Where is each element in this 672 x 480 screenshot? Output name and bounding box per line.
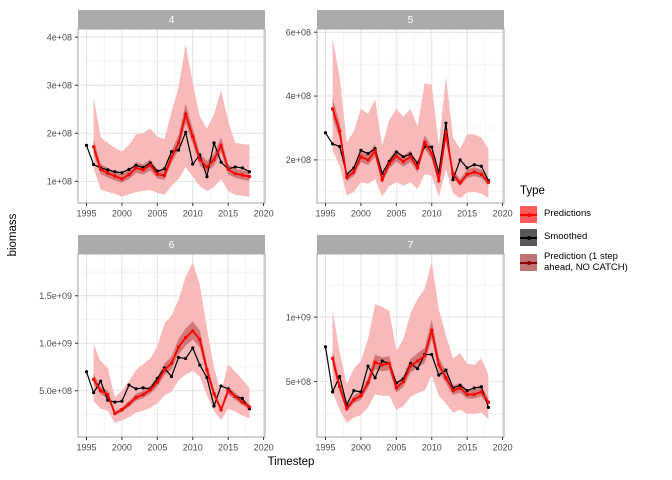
predictions-key-swatch (520, 206, 537, 223)
svg-text:1e+08: 1e+08 (47, 177, 72, 187)
predictions-points (330, 328, 491, 411)
svg-text:2e+08: 2e+08 (286, 155, 311, 165)
svg-text:2e+08: 2e+08 (47, 129, 72, 139)
svg-text:1.0e+09: 1.0e+09 (39, 338, 72, 348)
svg-text:2000: 2000 (112, 443, 132, 453)
axis-ticks: 1995 2000 2005 2010 2015 2020 5e+08 1e+09 (286, 312, 513, 452)
x-axis-title: Timestep (267, 456, 315, 468)
svg-text:2005: 2005 (147, 209, 167, 219)
predictions-points (91, 329, 252, 416)
svg-text:1995: 1995 (315, 209, 335, 219)
svg-text:2015: 2015 (457, 209, 477, 219)
svg-text:3e+08: 3e+08 (47, 80, 72, 90)
svg-text:1995: 1995 (315, 443, 335, 453)
facet-label-6: 6 (168, 238, 175, 251)
svg-text:2020: 2020 (493, 209, 513, 219)
svg-text:1995: 1995 (76, 209, 96, 219)
svg-text:2000: 2000 (351, 209, 371, 219)
nocatch-key-dot (526, 260, 531, 265)
smoothed-key-dot (526, 235, 531, 240)
predictions-key-dot (526, 212, 531, 217)
legend-item-predictions: Predictions (520, 206, 670, 223)
facet-label-4: 4 (168, 13, 175, 26)
facet-label-7: 7 (407, 238, 414, 251)
svg-text:5e+08: 5e+08 (286, 377, 311, 387)
facet-panel-6: 1995 2000 2005 2010 2015 2020 5.0e+08 1.0e+09 1.… (39, 253, 274, 453)
svg-text:2015: 2015 (457, 443, 477, 453)
facet-panel-4: 1995 2000 2005 2010 2015 2020 1e+08 2e+08 3e+08 4… (47, 28, 274, 219)
legend-label-predictions: Predictions (544, 208, 591, 220)
svg-text:2015: 2015 (218, 209, 238, 219)
svg-text:4e+08: 4e+08 (47, 32, 72, 42)
axis-ticks: 1995 2000 2005 2010 2015 2020 5.0e+08 1.0e+09 1.… (39, 291, 273, 453)
facet-strip-6: 6 (78, 235, 265, 254)
nocatch-key-swatch (520, 254, 537, 272)
svg-text:1995: 1995 (76, 443, 96, 453)
svg-text:2020: 2020 (254, 209, 274, 219)
svg-text:6e+08: 6e+08 (286, 27, 311, 37)
legend-label-nocatch: Prediction (1 step ahead, NO CATCH) (544, 251, 628, 273)
facet-label-5: 5 (407, 13, 414, 26)
svg-text:2005: 2005 (386, 209, 406, 219)
svg-text:2010: 2010 (183, 209, 203, 219)
legend: Type Predictions Smoothed Prediction (1 … (520, 185, 670, 280)
legend-title: Type (520, 185, 545, 197)
legend-item-smoothed: Smoothed (520, 229, 670, 246)
svg-text:2015: 2015 (218, 443, 238, 453)
svg-text:2010: 2010 (422, 443, 442, 453)
svg-text:1e+09: 1e+09 (286, 312, 311, 322)
svg-text:4e+08: 4e+08 (286, 91, 311, 101)
svg-text:2020: 2020 (254, 443, 274, 453)
svg-text:2000: 2000 (112, 209, 132, 219)
svg-text:5.0e+08: 5.0e+08 (39, 386, 72, 396)
legend-label-smoothed: Smoothed (544, 231, 588, 243)
legend-item-nocatch: Prediction (1 step ahead, NO CATCH) (520, 251, 670, 274)
axis-ticks: 1995 2000 2005 2010 2015 2020 1e+08 2e+08 3e+08 4… (47, 32, 274, 218)
smoothed-points (84, 346, 252, 411)
facet-strip-5: 5 (317, 10, 504, 29)
predictions-points (330, 107, 491, 185)
axis-ticks: 1995 2000 2005 2010 2015 2020 2e+08 4e+08 6e+08 (286, 27, 513, 218)
y-axis-title: biomass (7, 213, 19, 257)
svg-text:1.5e+09: 1.5e+09 (39, 291, 72, 301)
facet-strip-4: 4 (78, 10, 265, 29)
svg-text:2020: 2020 (493, 443, 513, 453)
facet-panel-7: 1995 2000 2005 2010 2015 2020 5e+08 1e+09 (286, 253, 513, 453)
predictions-points (91, 112, 252, 181)
facet-strip-7: 7 (317, 235, 504, 254)
svg-text:2010: 2010 (422, 209, 442, 219)
svg-text:2000: 2000 (351, 443, 371, 453)
svg-text:2005: 2005 (386, 443, 406, 453)
svg-text:2010: 2010 (183, 443, 203, 453)
facet-panel-5: 1995 2000 2005 2010 2015 2020 2e+08 4e+08 6e+08 (286, 27, 513, 218)
svg-text:2005: 2005 (147, 443, 167, 453)
nocatch-ribbon (93, 321, 250, 416)
smoothed-key-swatch (520, 229, 537, 246)
